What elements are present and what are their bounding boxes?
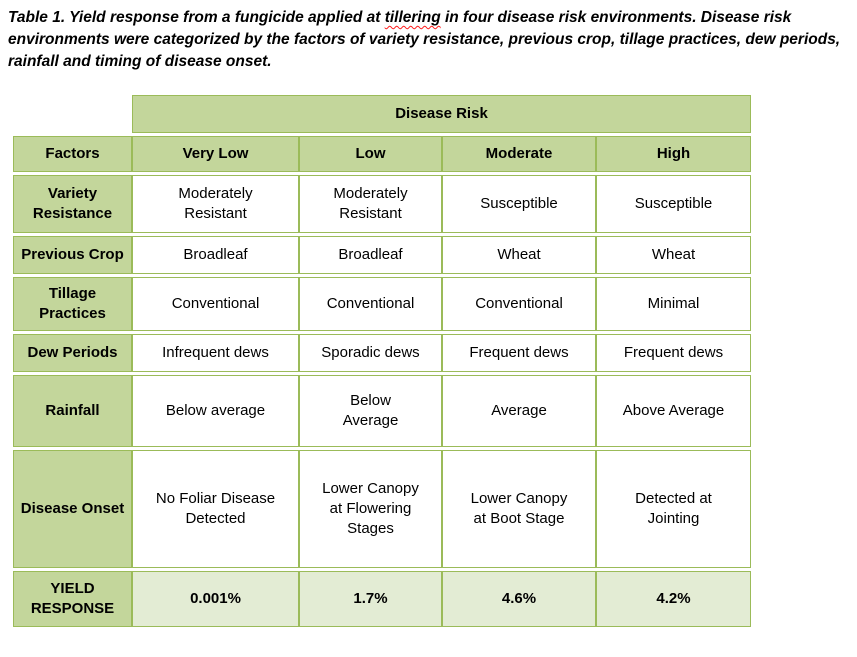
cell-yield-high: 4.2% (596, 571, 752, 627)
cell-variety-high: Susceptible (596, 175, 752, 233)
table-row-yield-response: YIELD RESPONSE 0.001% 1.7% 4.6% 4.2% (13, 571, 752, 627)
cell-dew-low: Sporadic dews (299, 334, 442, 372)
table-row-previous-crop: Previous Crop Broadleaf Broadleaf Wheat … (13, 236, 752, 274)
table-row-tillage-practices: Tillage Practices Conventional Conventio… (13, 277, 752, 331)
cell-rainfall-very-low: Below average (132, 375, 299, 447)
cell-yield-very-low: 0.001% (132, 571, 299, 627)
table-row-rainfall: Rainfall Below average Below Average Ave… (13, 375, 752, 447)
corner-spacer (13, 95, 132, 133)
cell-rainfall-low: Below Average (299, 375, 442, 447)
header-row: Factors Very Low Low Moderate High (13, 136, 752, 172)
cell-tillage-moderate: Conventional (442, 277, 596, 331)
row-label-rainfall: Rainfall (13, 375, 132, 447)
caption-text-lead: Table 1. Yield response from a fungicide… (8, 9, 385, 26)
cell-dew-very-low: Infrequent dews (132, 334, 299, 372)
cell-tillage-low: Conventional (299, 277, 442, 331)
cell-tillage-high: Minimal (596, 277, 752, 331)
cell-variety-low: Moderately Resistant (299, 175, 442, 233)
row-label-disease-onset: Disease Onset (13, 450, 132, 568)
header-factors: Factors (13, 136, 132, 172)
table-row-disease-onset: Disease Onset No Foliar Disease Detected… (13, 450, 752, 568)
header-moderate: Moderate (442, 136, 596, 172)
caption-misspelled-word: tillering (384, 9, 441, 26)
cell-variety-very-low: Moderately Resistant (132, 175, 299, 233)
row-label-previous-crop: Previous Crop (13, 236, 132, 274)
caption-text-tail: in four disease risk environments. Disea… (8, 9, 841, 70)
cell-yield-low: 1.7% (299, 571, 442, 627)
cell-prevcrop-low: Broadleaf (299, 236, 442, 274)
disease-risk-table: Disease Risk Factors Very Low Low Modera… (13, 92, 752, 630)
cell-dew-high: Frequent dews (596, 334, 752, 372)
cell-onset-moderate: Lower Canopy at Boot Stage (442, 450, 596, 568)
row-label-dew-periods: Dew Periods (13, 334, 132, 372)
cell-dew-moderate: Frequent dews (442, 334, 596, 372)
cell-prevcrop-moderate: Wheat (442, 236, 596, 274)
row-label-variety-resistance: Variety Resistance (13, 175, 132, 233)
cell-rainfall-high: Above Average (596, 375, 752, 447)
cell-yield-moderate: 4.6% (442, 571, 596, 627)
cell-onset-high: Detected at Jointing (596, 450, 752, 568)
cell-onset-very-low: No Foliar Disease Detected (132, 450, 299, 568)
cell-rainfall-moderate: Average (442, 375, 596, 447)
cell-onset-low: Lower Canopy at Flowering Stages (299, 450, 442, 568)
banner-disease-risk: Disease Risk (132, 95, 752, 133)
row-label-tillage-practices: Tillage Practices (13, 277, 132, 331)
table-row-variety-resistance: Variety Resistance Moderately Resistant … (13, 175, 752, 233)
cell-prevcrop-very-low: Broadleaf (132, 236, 299, 274)
cell-prevcrop-high: Wheat (596, 236, 752, 274)
cell-tillage-very-low: Conventional (132, 277, 299, 331)
row-label-yield-response: YIELD RESPONSE (13, 571, 132, 627)
banner-row: Disease Risk (13, 95, 752, 133)
header-low: Low (299, 136, 442, 172)
table-caption: Table 1. Yield response from a fungicide… (0, 0, 854, 73)
header-high: High (596, 136, 752, 172)
cell-variety-moderate: Susceptible (442, 175, 596, 233)
table-row-dew-periods: Dew Periods Infrequent dews Sporadic dew… (13, 334, 752, 372)
header-very-low: Very Low (132, 136, 299, 172)
